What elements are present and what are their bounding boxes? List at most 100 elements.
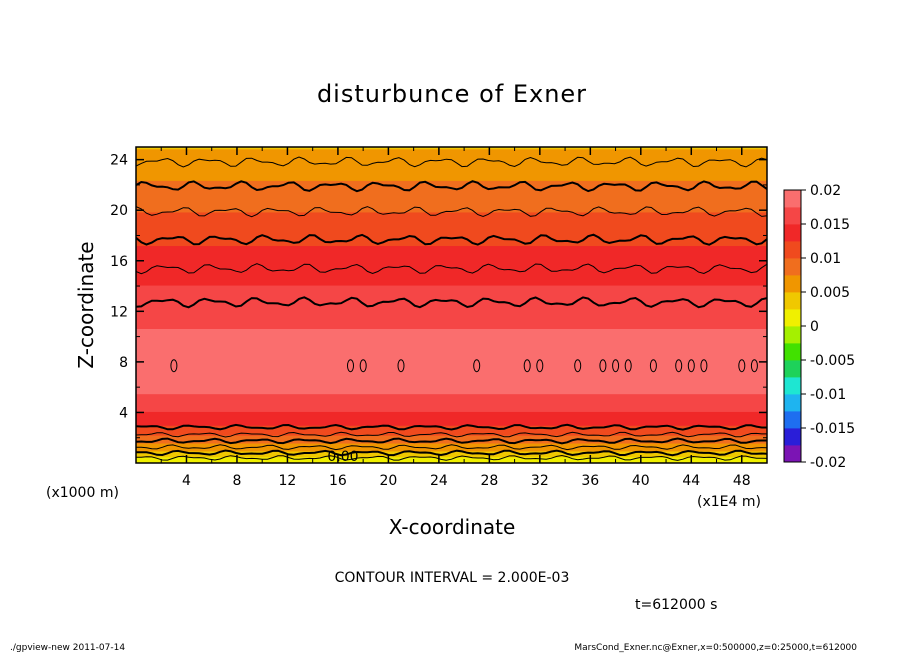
contour-band — [136, 281, 767, 284]
contour-band — [136, 328, 767, 331]
colorbar-segment — [784, 360, 801, 378]
contour-line — [136, 296, 767, 309]
contour-band — [136, 184, 767, 187]
contour-band — [136, 377, 767, 381]
contour-band — [136, 348, 767, 351]
colorbar-tick-label: 0.01 — [810, 251, 841, 267]
time-label: t=612000 s — [635, 597, 717, 613]
colorbar-tick-label: -0.01 — [810, 387, 846, 403]
contour-band — [136, 233, 767, 237]
contour-band — [136, 340, 767, 343]
contour-band — [136, 294, 767, 298]
contour-line — [136, 454, 767, 461]
colorbar — [784, 190, 801, 463]
contour-band — [136, 182, 767, 185]
y-tick-label: 4 — [119, 405, 128, 421]
contour-band — [136, 239, 767, 243]
colorbar-segment — [784, 411, 801, 429]
x-tick-label: 4 — [182, 473, 191, 489]
contour-band — [136, 446, 767, 450]
y-axis-title: Z-coordinate — [74, 241, 98, 368]
x-tick-label: 40 — [632, 473, 650, 489]
contour-band — [136, 344, 767, 347]
contour-band — [136, 442, 767, 446]
contour-band — [136, 360, 767, 363]
contour-line — [136, 233, 767, 246]
colorbar-segment — [784, 207, 801, 225]
right-footer-note: MarsCond_Exner.nc@Exner,x=0:500000,z=0:2… — [574, 643, 857, 653]
contour-band — [136, 389, 767, 393]
x-tick-label: 32 — [531, 473, 549, 489]
contour-line — [136, 423, 767, 431]
contour-band — [136, 174, 767, 177]
contour-line — [136, 263, 767, 275]
contour-band — [136, 215, 767, 219]
y-tick-label: 16 — [110, 254, 128, 270]
contour-band — [136, 381, 767, 385]
contour-band — [136, 282, 767, 286]
contour-band — [136, 300, 767, 304]
contour-band — [136, 178, 767, 181]
colorbar-segment — [784, 258, 801, 276]
x-tick-label: 8 — [232, 473, 241, 489]
closed-contour — [738, 359, 746, 373]
contour-band — [136, 273, 767, 276]
contour-band — [136, 395, 767, 399]
y-axis-ticks: 4 8 12 16 20 24 — [110, 153, 767, 439]
contour-lines — [136, 156, 767, 461]
x-tick-label: 12 — [279, 473, 297, 489]
contour-line — [136, 449, 767, 457]
colorbar-tick-label: 0.005 — [810, 285, 850, 301]
closed-contour — [397, 359, 405, 373]
contour-band — [136, 225, 767, 229]
contour-band — [136, 152, 767, 156]
contour-band — [136, 448, 767, 452]
chart-title: disturbunce of Exner — [317, 80, 587, 108]
contour-band — [136, 196, 767, 199]
contour-band — [136, 217, 767, 221]
contour-band — [136, 440, 767, 444]
y-tick-label: 12 — [110, 304, 128, 320]
contour-band — [136, 156, 767, 160]
colorbar-tick-label: 0.015 — [810, 217, 850, 233]
contour-band — [136, 423, 767, 426]
contour-band — [136, 257, 767, 260]
zero-contour-label: 0.00 — [327, 449, 358, 465]
x-tick-label: 20 — [379, 473, 397, 489]
contour-band — [136, 405, 767, 408]
contour-band — [136, 170, 767, 173]
contour-band — [136, 452, 767, 456]
contour-band — [136, 235, 767, 239]
contour-band — [136, 373, 767, 377]
contour-band — [136, 213, 767, 217]
contour-band — [136, 150, 767, 154]
closed-contour — [700, 359, 708, 373]
contour-band — [136, 391, 767, 395]
contour-band — [136, 279, 767, 282]
left-footer-note: ./gpview-new 2011-07-14 — [10, 643, 125, 653]
colorbar-ticks: 0.02 0.015 0.01 0.005 0 -0.005 -0.01 -0.015 -0.0… — [801, 183, 855, 471]
contour-line — [136, 437, 767, 445]
plot-frame — [135, 146, 768, 464]
contour-band — [136, 190, 767, 193]
contour-band — [136, 172, 767, 175]
contour-band — [136, 176, 767, 179]
contour-band — [136, 308, 767, 312]
y-tick-label: 8 — [119, 355, 128, 371]
contour-band — [136, 194, 767, 197]
colorbar-segment — [784, 326, 801, 344]
contour-band — [136, 358, 767, 361]
closed-contour — [624, 359, 632, 373]
contour-band — [136, 219, 767, 223]
contour-band — [136, 397, 767, 401]
contour-band — [136, 417, 767, 420]
contour-band — [136, 188, 767, 191]
contour-band — [136, 247, 767, 250]
contour-band — [136, 338, 767, 341]
contour-band — [136, 154, 767, 158]
contour-band — [136, 435, 767, 438]
colorbar-segment — [784, 190, 801, 208]
contour-band — [136, 437, 767, 440]
contour-band — [136, 192, 767, 195]
